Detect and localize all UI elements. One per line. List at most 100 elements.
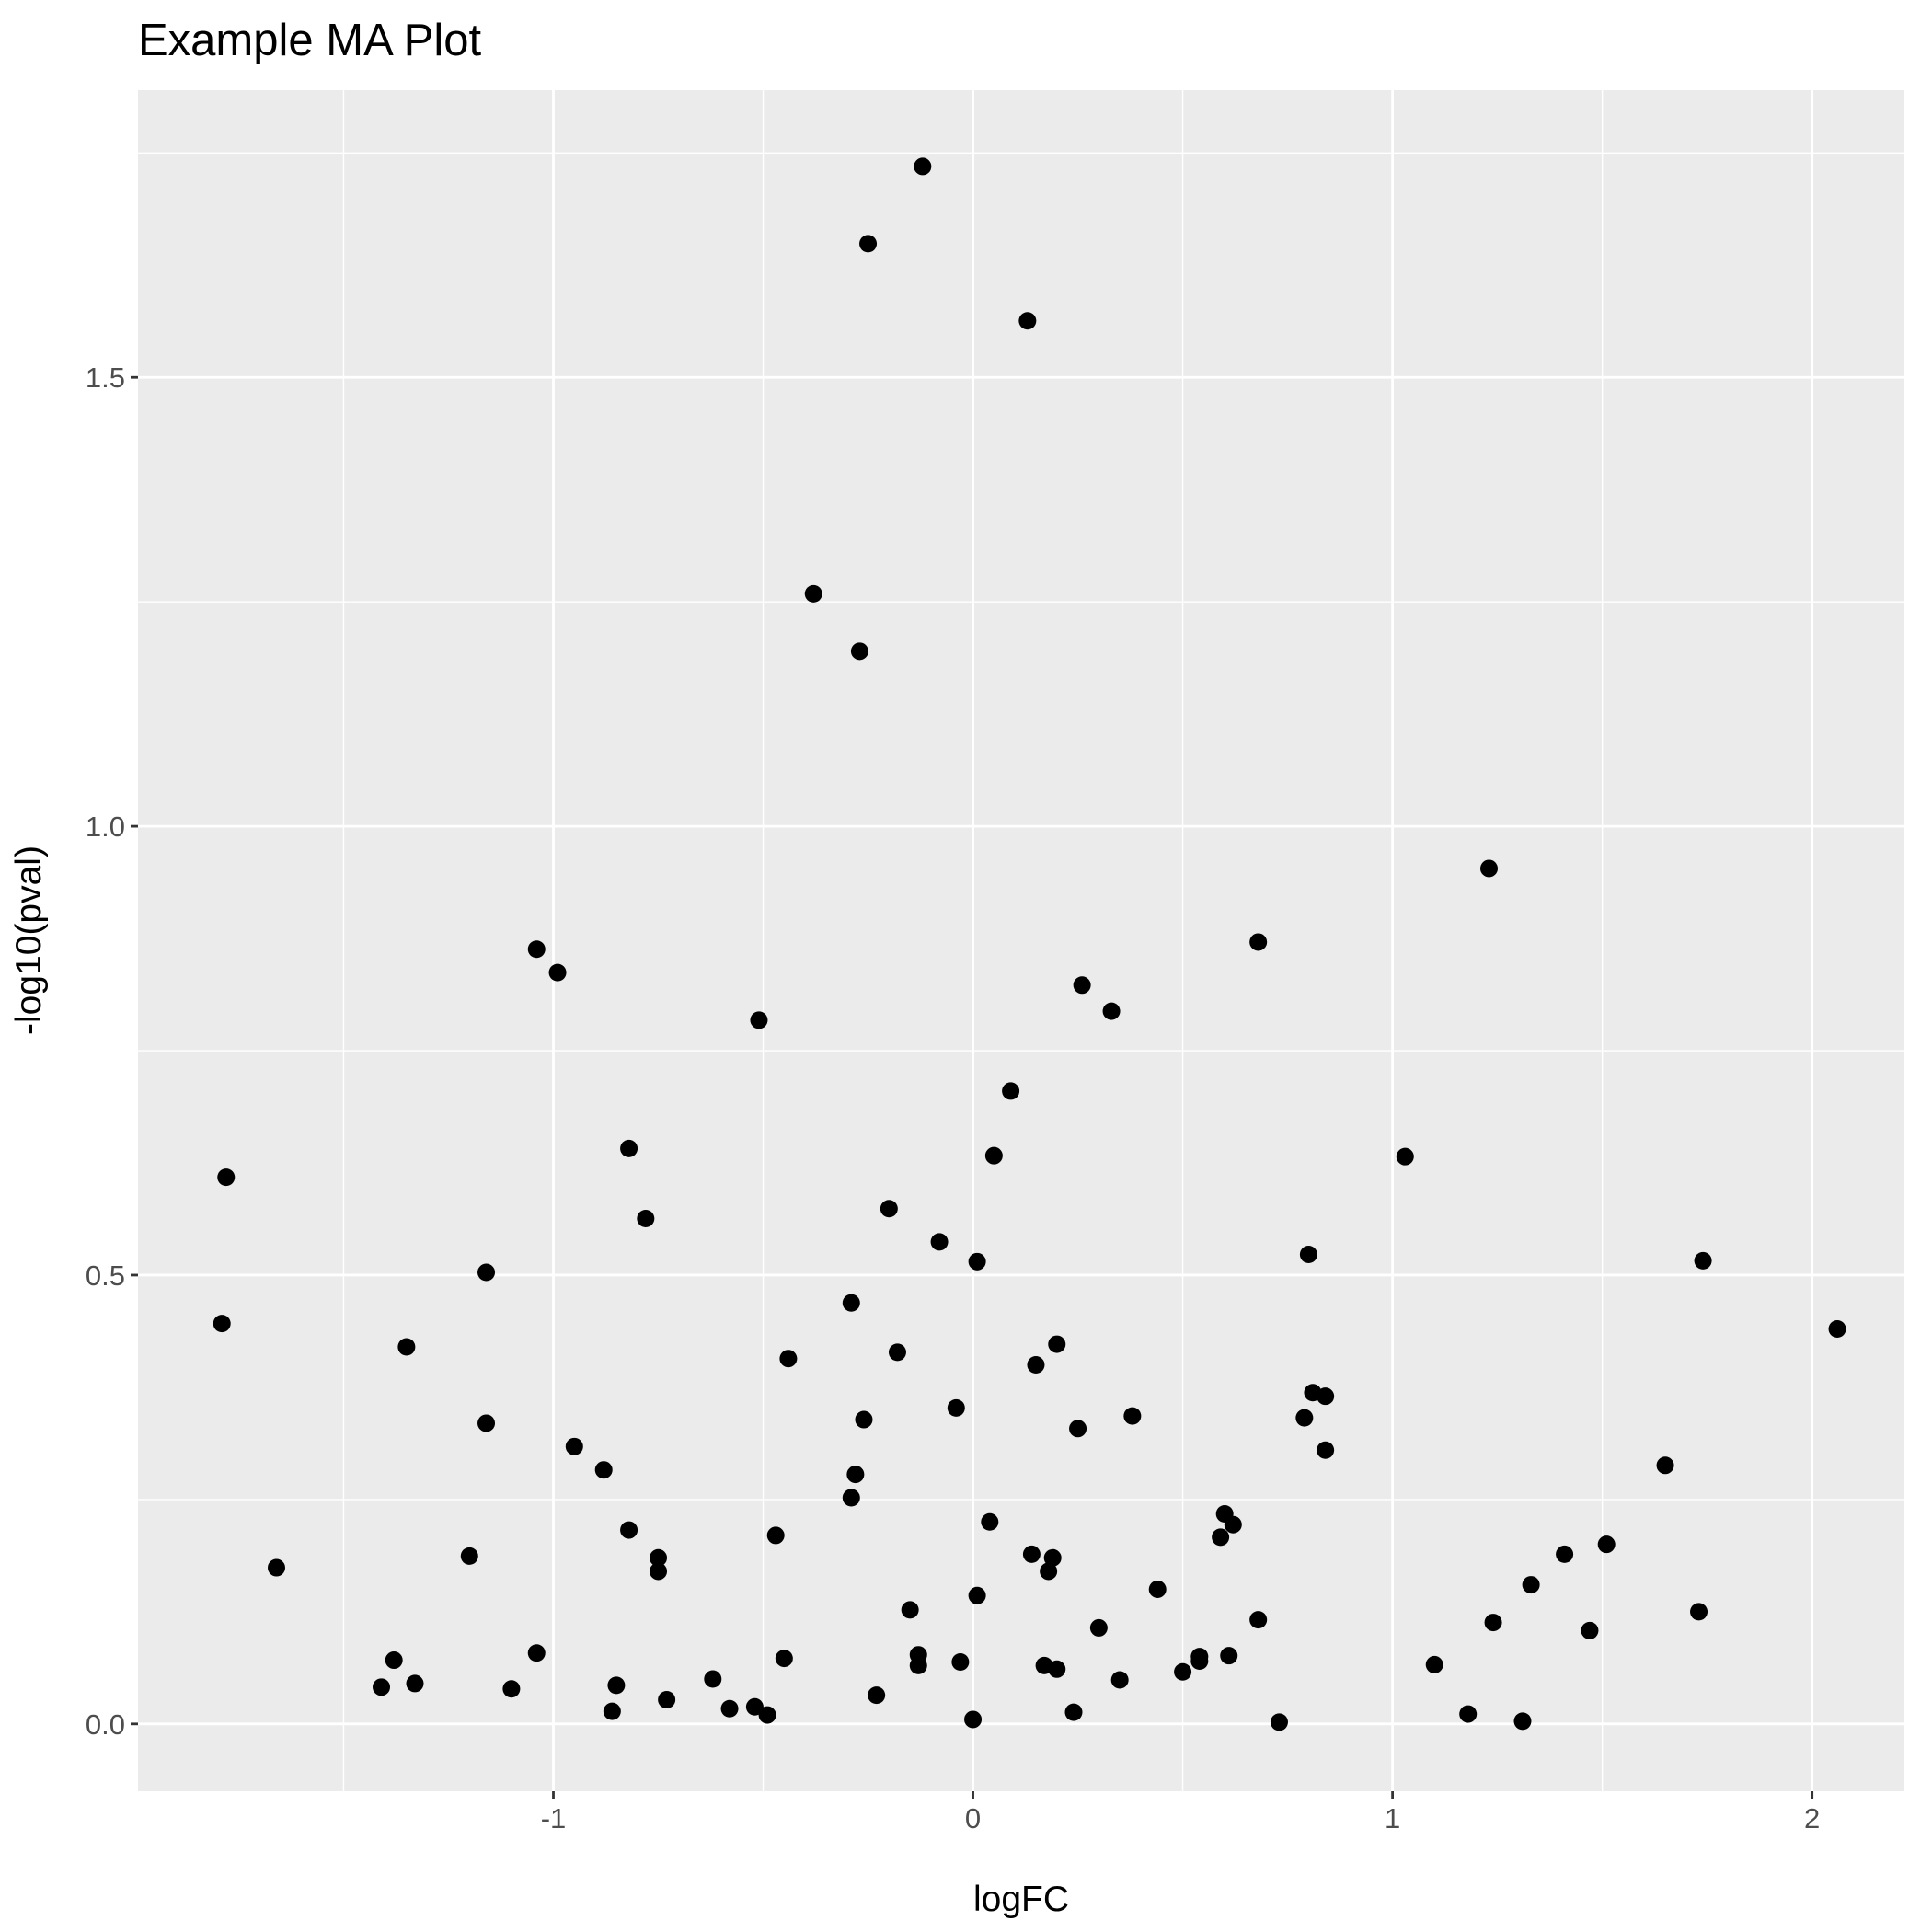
x-tick-label: 1 [1385,1802,1400,1834]
data-point [1123,1407,1142,1425]
y-axis: 0.0 0.5 1.0 1.5 [86,362,138,1741]
data-point [502,1680,521,1698]
data-point [385,1651,403,1670]
data-point [951,1652,970,1671]
data-point [527,1644,546,1662]
data-point [855,1410,873,1429]
chart-title: Example MA Plot [138,16,481,65]
data-point [1513,1712,1532,1731]
data-point [548,963,567,982]
data-point [758,1706,776,1724]
x-tick-label: 2 [1804,1802,1820,1834]
data-point [650,1548,668,1567]
data-point [1690,1603,1708,1621]
data-point [460,1547,478,1565]
y-tick-label: 0.0 [86,1708,125,1741]
data-point [594,1461,613,1479]
data-point [620,1139,638,1157]
data-point [1522,1576,1540,1594]
data-point [397,1338,416,1356]
data-point [1064,1703,1083,1721]
data-point [859,235,878,253]
data-point [565,1437,583,1455]
data-point [775,1650,793,1668]
y-axis-title: -log10(pval) [9,845,49,1035]
data-point [804,584,822,603]
y-tick-label: 0.5 [86,1259,125,1292]
data-point [968,1586,986,1604]
data-point [1396,1147,1414,1166]
data-point [909,1656,927,1674]
data-point [880,1200,898,1218]
data-point [1027,1356,1045,1374]
data-point [846,1466,865,1484]
data-point [1597,1535,1616,1554]
data-point [1295,1409,1314,1427]
data-point [477,1414,496,1432]
data-point [842,1489,860,1507]
data-point [477,1263,496,1282]
data-point [1220,1647,1238,1665]
data-point [766,1526,785,1545]
data-point [1270,1713,1288,1731]
data-point [1484,1614,1502,1632]
data-point [704,1670,722,1688]
data-point [637,1209,655,1227]
data-point [868,1686,886,1705]
data-point [947,1398,965,1417]
data-point [1022,1545,1041,1563]
data-point [620,1521,638,1539]
data-point [1425,1655,1443,1673]
data-point [1048,1335,1066,1353]
data-point [1069,1420,1087,1438]
data-point [930,1233,949,1251]
data-point [1224,1515,1242,1534]
x-axis: -1 0 1 2 [541,1791,1820,1834]
data-point [1694,1251,1712,1270]
minor-gridlines [138,90,1904,1791]
x-axis-title: logFC [973,1880,1069,1919]
data-point [213,1315,231,1333]
data-point [1556,1545,1574,1563]
data-point [217,1168,236,1187]
y-tick-label: 1.5 [86,362,125,394]
data-point [750,1011,768,1029]
data-point [1581,1621,1599,1639]
data-points [213,157,1846,1731]
data-point [373,1678,391,1696]
data-point [1018,312,1037,330]
data-point [1190,1652,1209,1671]
data-point [658,1690,676,1708]
data-point [1174,1662,1192,1681]
data-point [267,1558,285,1577]
data-point [603,1702,621,1720]
data-point [1317,1387,1335,1406]
data-point [1043,1548,1062,1567]
data-point [607,1676,626,1695]
y-tick-label: 1.0 [86,811,125,843]
plot-panel [138,90,1904,1791]
data-point [850,642,868,661]
data-point [964,1710,983,1729]
data-point [1212,1528,1230,1547]
data-point [1480,859,1499,878]
data-point [1089,1618,1108,1637]
data-point [984,1146,1003,1165]
data-point [888,1343,906,1362]
data-point [1249,933,1268,951]
data-point [842,1294,860,1312]
data-point [779,1350,798,1368]
data-point [745,1697,764,1716]
data-point [1110,1671,1129,1689]
data-point [968,1252,986,1271]
data-point [1317,1441,1335,1459]
major-gridlines [138,90,1904,1791]
x-tick-label: -1 [541,1802,567,1834]
data-point [1299,1246,1317,1264]
data-point [406,1674,424,1693]
data-point [1656,1456,1674,1475]
data-point [914,157,932,176]
data-point [1249,1611,1268,1629]
data-point [1048,1660,1066,1678]
